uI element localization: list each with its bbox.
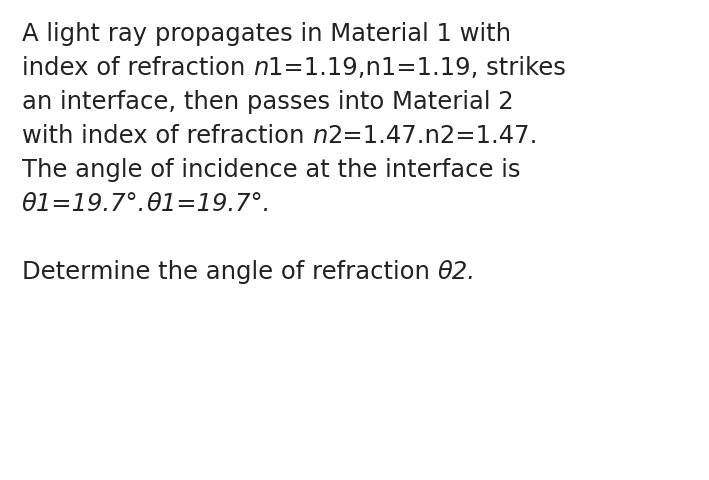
Text: θ1=19.7°.: θ1=19.7°.	[22, 192, 146, 216]
Text: with index of refraction: with index of refraction	[22, 124, 312, 148]
Text: 2=1.47.n2=1.47.: 2=1.47.n2=1.47.	[328, 124, 538, 148]
Text: A light ray propagates in Material 1 with: A light ray propagates in Material 1 wit…	[22, 22, 511, 46]
Text: index of refraction: index of refraction	[22, 56, 253, 80]
Text: 1=1.19,n1=1.19, strikes: 1=1.19,n1=1.19, strikes	[269, 56, 566, 80]
Text: an interface, then passes into Material 2: an interface, then passes into Material …	[22, 90, 513, 114]
Text: θ1=19.7°.: θ1=19.7°.	[146, 192, 271, 216]
Text: The angle of incidence at the interface is: The angle of incidence at the interface …	[22, 157, 520, 181]
Text: θ2.: θ2.	[437, 260, 476, 283]
Text: n: n	[253, 56, 269, 80]
Text: Determine the angle of refraction: Determine the angle of refraction	[22, 260, 437, 283]
Text: n: n	[312, 124, 328, 148]
